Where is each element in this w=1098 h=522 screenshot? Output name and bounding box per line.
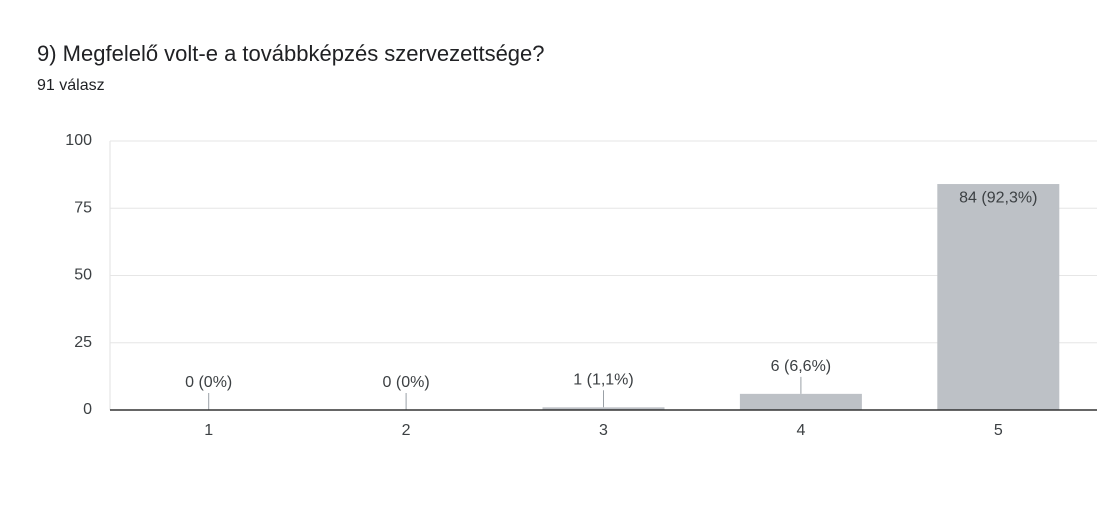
value-label: 0 (0%) (383, 374, 430, 391)
y-tick-label: 50 (74, 267, 92, 284)
y-tick-label: 100 (65, 132, 92, 149)
value-label: 84 (92,3%) (959, 189, 1037, 206)
chart-title: 9) Megfelelő volt-e a továbbképzés szerv… (37, 41, 545, 66)
bar (739, 393, 862, 410)
bar (542, 407, 665, 410)
x-tick-label: 2 (402, 422, 411, 439)
x-tick-label: 4 (796, 422, 805, 439)
bar (937, 184, 1060, 410)
x-tick-label: 3 (599, 422, 608, 439)
value-label: 1 (1,1%) (573, 372, 633, 389)
x-tick-label: 5 (994, 422, 1003, 439)
y-tick-label: 25 (74, 334, 92, 351)
y-tick-label: 0 (83, 401, 92, 418)
x-tick-label: 1 (204, 422, 213, 439)
chart-subtitle: 91 válasz (37, 77, 105, 94)
y-tick-label: 75 (74, 199, 92, 216)
value-label: 0 (0%) (185, 374, 232, 391)
value-label: 6 (6,6%) (771, 358, 831, 375)
